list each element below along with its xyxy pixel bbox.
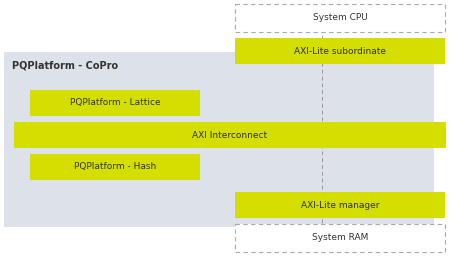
Text: System CPU: System CPU	[312, 14, 367, 23]
Bar	[14, 122, 445, 148]
Bar	[235, 224, 444, 252]
Bar	[235, 4, 444, 32]
Bar	[235, 224, 444, 252]
Bar	[30, 154, 200, 180]
Text: AXI-Lite manager: AXI-Lite manager	[300, 200, 378, 209]
Bar	[235, 4, 444, 32]
Text: PQPlatform - Lattice: PQPlatform - Lattice	[69, 99, 160, 108]
Bar	[4, 52, 433, 227]
Text: AXI-Lite subordinate: AXI-Lite subordinate	[293, 47, 385, 56]
Bar	[235, 38, 444, 64]
Text: System RAM: System RAM	[311, 233, 367, 242]
Text: PQPlatform - CoPro: PQPlatform - CoPro	[12, 60, 118, 70]
Text: PQPlatform - Hash: PQPlatform - Hash	[74, 163, 156, 172]
Text: AXI Interconnect: AXI Interconnect	[192, 131, 267, 140]
Bar	[235, 192, 444, 218]
Bar	[30, 90, 200, 116]
